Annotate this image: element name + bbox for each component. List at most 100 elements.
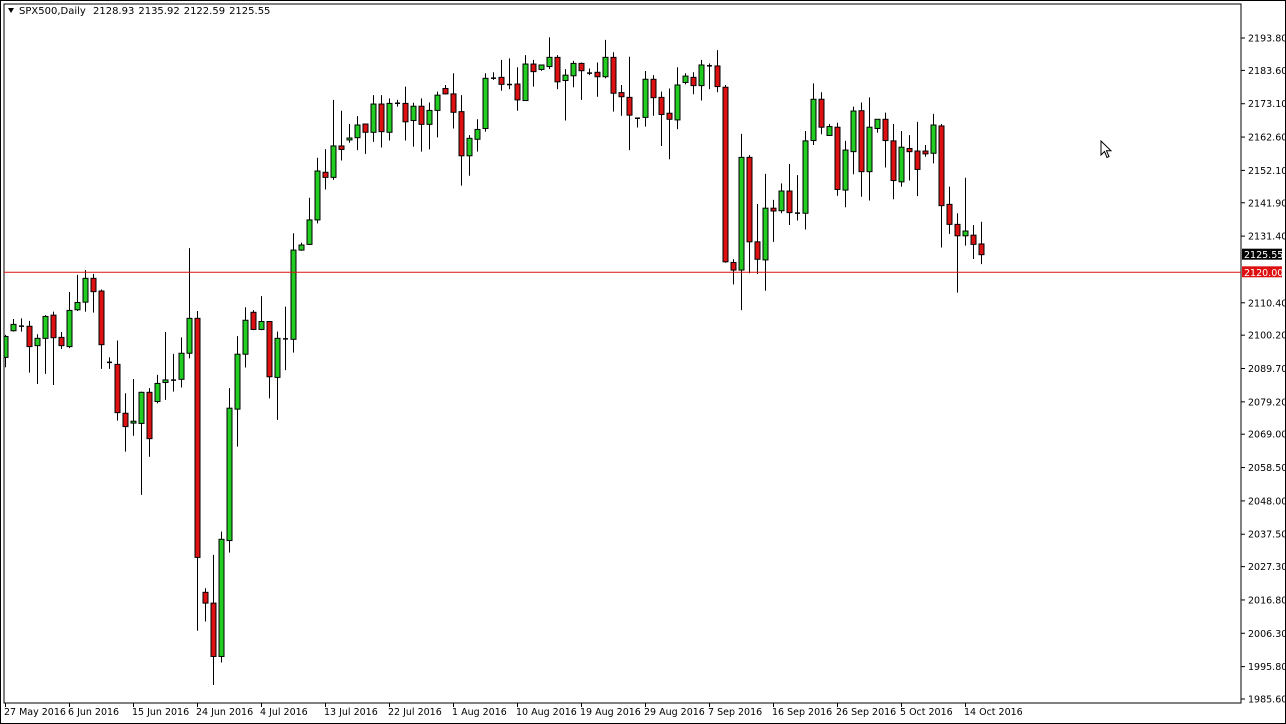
candle-body (858, 110, 865, 173)
candle-body (378, 103, 385, 133)
candle (42, 315, 49, 374)
candle-body (114, 363, 121, 414)
candle (74, 274, 81, 312)
candle-body (746, 156, 753, 243)
x-tick-label: 22 Jul 2016 (388, 707, 442, 718)
candle-body (722, 86, 729, 263)
candle-body (370, 103, 377, 133)
candle-body (34, 337, 41, 347)
x-tick-label: 15 Jun 2016 (132, 707, 189, 718)
candle (786, 164, 793, 225)
candle (491, 72, 496, 80)
candle-body (906, 147, 913, 153)
candle (346, 124, 353, 143)
candle (818, 92, 825, 135)
candle-body (866, 126, 873, 173)
candle-body (578, 62, 585, 72)
dropdown-triangle-icon[interactable] (8, 8, 14, 13)
candle-body (666, 112, 673, 120)
x-tick-label: 4 Jul 2016 (260, 707, 308, 718)
candle-body (466, 137, 473, 157)
candle-body (770, 207, 777, 212)
candle (842, 140, 849, 208)
x-tick-label: 10 Aug 2016 (516, 707, 577, 718)
candle (690, 72, 697, 95)
candle (19, 318, 24, 332)
chart-title: SPX500,Daily 2128.93 2135.92 2122.59 2125.5… (8, 6, 270, 17)
candle (138, 391, 145, 495)
candle (122, 393, 129, 452)
ohlc-high: 2135.92 (138, 6, 180, 17)
y-tick-label: 2183.60 (1248, 66, 1286, 77)
candle (938, 124, 945, 248)
candle (546, 37, 553, 70)
candle-body (474, 128, 481, 140)
candle-body (138, 391, 145, 424)
candle (418, 98, 425, 152)
candle (162, 331, 169, 400)
y-tick-label: 2089.70 (1248, 364, 1286, 375)
candle-body (978, 243, 985, 256)
candle-body (682, 75, 689, 83)
candle (90, 273, 97, 313)
candle-body (82, 277, 89, 303)
candle-body (74, 301, 81, 311)
mouse-cursor-icon (1100, 140, 1113, 159)
y-tick-label: 2193.80 (1248, 34, 1286, 45)
candle-body (330, 145, 337, 178)
candle (210, 554, 217, 686)
candle-body (354, 124, 361, 139)
candle (434, 91, 441, 138)
candle-body (194, 317, 201, 558)
candle (866, 97, 873, 201)
candle (802, 131, 809, 230)
candle-body (58, 336, 65, 347)
y-tick-label: 2162.60 (1248, 133, 1286, 144)
candle-body (626, 96, 633, 116)
hline-price-tag (1242, 266, 1282, 278)
candle-body (90, 277, 97, 293)
candle-body (226, 407, 233, 542)
candle (66, 291, 73, 349)
candle (330, 99, 337, 180)
candle (82, 270, 89, 312)
candle (890, 124, 897, 200)
x-tick-label: 5 Oct 2016 (900, 707, 953, 718)
x-tick-label: 6 Jun 2016 (68, 707, 119, 718)
candle (4, 334, 9, 368)
y-tick-label: 2173.10 (1248, 99, 1286, 110)
candle-body (266, 321, 273, 378)
candle (466, 135, 473, 176)
candle (242, 307, 249, 368)
ohlc-low: 2122.59 (183, 6, 226, 17)
candle-body (610, 56, 617, 94)
candle (402, 86, 409, 141)
overlay-group: 2120.00 2125.55 (4, 248, 1283, 279)
x-tick-label: 7 Sep 2016 (708, 707, 762, 718)
candle (442, 84, 449, 95)
candle-body (218, 538, 225, 657)
candle-body (130, 420, 137, 424)
candle-body (306, 219, 313, 245)
x-tick-label: 1 Aug 2016 (452, 707, 507, 718)
candle (858, 102, 865, 197)
candle (314, 157, 321, 224)
candle-body (594, 71, 601, 78)
candle (274, 331, 281, 420)
candle (754, 204, 761, 274)
candle-body (426, 109, 433, 125)
candle (978, 221, 985, 265)
candle (882, 112, 889, 168)
y-tick-label: 2141.90 (1248, 198, 1286, 209)
candle (946, 186, 953, 234)
candle-body (442, 87, 449, 95)
candle (130, 378, 137, 436)
candle (587, 68, 592, 76)
candle (594, 62, 601, 97)
candle-body (186, 317, 193, 354)
candle-body (698, 64, 705, 87)
candle (626, 56, 633, 151)
candle-body (498, 76, 505, 85)
candle-body (690, 76, 697, 87)
